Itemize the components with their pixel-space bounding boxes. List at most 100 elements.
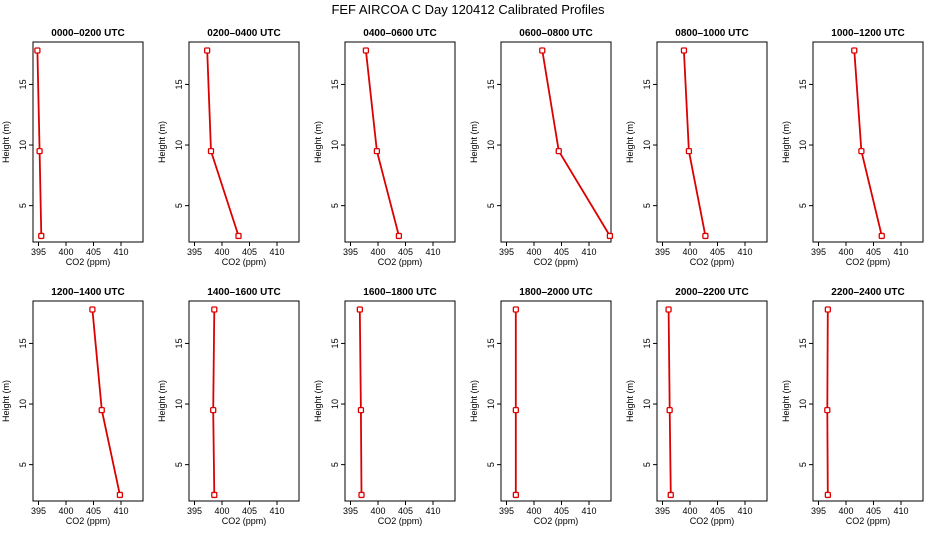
- x-tick-label: 410: [425, 506, 440, 516]
- y-tick-label: 5: [174, 203, 184, 208]
- x-tick-label: 400: [58, 506, 73, 516]
- chart-panel-9: 1600–1800 UTC 395 400 405 410 5 10 15 CO2 (ppm) H…: [313, 287, 456, 526]
- x-tick-label: 400: [214, 247, 229, 257]
- data-point: [211, 306, 218, 313]
- x-tick-label: 395: [499, 247, 514, 257]
- y-tick-label: 10: [798, 399, 808, 409]
- data-point: [203, 47, 211, 54]
- plot-frame: [32, 300, 144, 502]
- x-axis-label: CO2 (ppm): [378, 516, 423, 526]
- x-tick-label: 405: [866, 247, 881, 257]
- panel-grid: 0000–0200 UTC 395 400 405 410 5 10 15 CO2 (ppm) H…: [1, 28, 924, 526]
- chart-panel-1: 0000–0200 UTC 395 400 405 410 5 10 15 CO2 (ppm) H…: [1, 28, 144, 267]
- y-axis-label: Height (m): [1, 121, 11, 163]
- chart-panel-4: 0600–0800 UTC 395 400 405 410 5 10 15 CO2 (ppm) H…: [469, 28, 614, 267]
- chart-panel-2: 0200–0400 UTC 395 400 405 410 5 10 15 CO2 (ppm) H…: [157, 28, 300, 267]
- x-tick-label: 410: [113, 506, 128, 516]
- data-point: [680, 47, 688, 54]
- y-tick-label: 10: [174, 399, 184, 409]
- plot-frame: [188, 300, 300, 502]
- panel-title: 0200–0400 UTC: [207, 28, 280, 39]
- data-point: [211, 491, 218, 499]
- x-tick-label: 405: [866, 506, 881, 516]
- y-tick-label: 10: [486, 399, 496, 409]
- profile-line: [212, 309, 216, 495]
- x-tick-label: 410: [581, 247, 596, 257]
- data-point: [685, 147, 693, 155]
- profile-line: [667, 309, 672, 495]
- data-point: [98, 406, 105, 414]
- y-tick-label: 5: [642, 203, 652, 208]
- x-axis-label: CO2 (ppm): [534, 257, 579, 267]
- x-tick-label: 405: [398, 247, 413, 257]
- y-tick-label: 5: [642, 462, 652, 467]
- y-axis-label: Height (m): [1, 380, 11, 422]
- y-tick-label: 15: [642, 79, 652, 89]
- plot-frame: [500, 41, 612, 243]
- data-point: [824, 491, 831, 499]
- y-tick-label: 15: [330, 338, 340, 348]
- x-tick-label: 405: [242, 247, 257, 257]
- data-point: [512, 491, 519, 499]
- x-axis-label: CO2 (ppm): [66, 516, 111, 526]
- data-point: [555, 147, 562, 155]
- data-point: [824, 406, 831, 414]
- figure-title: FEF AIRCOA C Day 120412 Calibrated Profi…: [331, 2, 605, 17]
- x-tick-label: 400: [682, 506, 697, 516]
- panel-title: 2000–2200 UTC: [675, 287, 748, 298]
- profile-line: [683, 50, 707, 237]
- y-tick-label: 5: [18, 462, 28, 467]
- x-axis-label: CO2 (ppm): [534, 516, 579, 526]
- chart-panel-8: 1400–1600 UTC 395 400 405 410 5 10 15 CO2 (ppm) H…: [157, 287, 300, 526]
- y-axis-label: Height (m): [469, 121, 479, 163]
- x-tick-label: 405: [710, 247, 725, 257]
- y-axis-label: Height (m): [313, 121, 323, 163]
- x-axis-label: CO2 (ppm): [846, 257, 891, 267]
- panel-title: 1000–1200 UTC: [831, 28, 904, 39]
- data-point: [356, 306, 364, 313]
- y-tick-label: 5: [486, 462, 496, 467]
- panel-title: 0600–0800 UTC: [519, 28, 592, 39]
- data-point: [878, 232, 885, 240]
- profile-line: [36, 50, 43, 236]
- y-axis-label: Height (m): [313, 380, 323, 422]
- y-axis-label: Height (m): [781, 380, 791, 422]
- x-tick-label: 395: [187, 247, 202, 257]
- plot-frame: [344, 300, 456, 502]
- x-tick-label: 400: [370, 247, 385, 257]
- y-tick-label: 15: [486, 338, 496, 348]
- chart-panel-10: 1800–2000 UTC 395 400 405 410 5 10 15 CO2 (ppm) H…: [469, 287, 612, 526]
- y-tick-label: 10: [18, 140, 28, 150]
- x-tick-label: 400: [838, 247, 853, 257]
- y-tick-label: 10: [642, 399, 652, 409]
- x-tick-label: 395: [187, 506, 202, 516]
- x-tick-label: 400: [58, 247, 73, 257]
- x-tick-label: 405: [86, 506, 101, 516]
- x-tick-label: 400: [838, 506, 853, 516]
- y-tick-label: 5: [798, 203, 808, 208]
- plot-frame: [344, 41, 456, 243]
- y-axis-label: Height (m): [781, 121, 791, 163]
- chart-panel-6: 1000–1200 UTC 395 400 405 410 5 10 15 CO2 (ppm) H…: [781, 28, 924, 267]
- data-point: [362, 47, 370, 54]
- y-tick-label: 10: [642, 140, 652, 150]
- chart-panel-5: 0800–1000 UTC 395 400 405 410 5 10 15 CO2 (ppm) H…: [625, 28, 768, 267]
- y-tick-label: 15: [174, 338, 184, 348]
- data-point: [36, 147, 43, 155]
- y-tick-label: 15: [798, 338, 808, 348]
- x-tick-label: 410: [581, 506, 596, 516]
- profile-line: [541, 50, 611, 237]
- plot-frame: [812, 300, 924, 502]
- data-point: [858, 147, 865, 155]
- x-axis-label: CO2 (ppm): [222, 257, 267, 267]
- y-tick-label: 10: [486, 140, 496, 150]
- x-tick-label: 395: [31, 247, 46, 257]
- y-tick-label: 10: [18, 399, 28, 409]
- x-axis-label: CO2 (ppm): [690, 516, 735, 526]
- y-tick-label: 10: [330, 140, 340, 150]
- x-tick-label: 410: [113, 247, 128, 257]
- data-point: [702, 232, 709, 240]
- profile-line: [358, 309, 363, 495]
- y-axis-label: Height (m): [625, 380, 635, 422]
- y-tick-label: 5: [798, 462, 808, 467]
